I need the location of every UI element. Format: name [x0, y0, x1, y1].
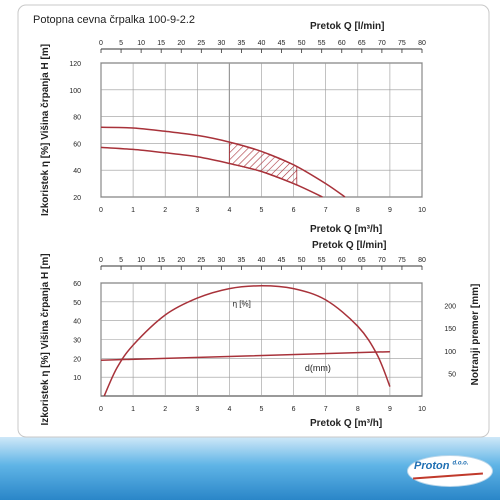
- x-tick-label-bottom: 9: [388, 406, 392, 413]
- x-tick-label-top: 5: [119, 257, 123, 264]
- bottom-axis-label: Pretok Q [m³/h]: [310, 418, 382, 429]
- y-tick-label: 30: [73, 338, 81, 345]
- x-tick-label-top: 0: [99, 257, 103, 264]
- x-tick-label-top: 45: [278, 40, 286, 47]
- x-tick-label-top: 25: [197, 40, 205, 47]
- top-axis-label: Pretok Q [l/min]: [312, 240, 386, 251]
- y-tick-label-right: 200: [444, 304, 456, 311]
- x-tick-label-top: 75: [398, 40, 406, 47]
- x-tick-label-top: 30: [217, 40, 225, 47]
- y-axis-label-right: Notranji premer [mm]: [470, 284, 481, 386]
- x-tick-label-top: 50: [298, 40, 306, 47]
- x-tick-label-bottom: 3: [195, 406, 199, 413]
- x-tick-label-top: 5: [119, 40, 123, 47]
- head-curve-1: [100, 126, 346, 198]
- x-tick-label-top: 40: [258, 40, 266, 47]
- x-tick-label-bottom: 6: [292, 406, 296, 413]
- x-tick-label-bottom: 9: [388, 207, 392, 214]
- x-tick-label-bottom: 5: [260, 207, 264, 214]
- y-tick-label: 40: [73, 319, 81, 326]
- x-tick-label-bottom: 3: [195, 207, 199, 214]
- x-tick-label-top: 60: [338, 257, 346, 264]
- x-tick-label-top: 25: [197, 257, 205, 264]
- x-tick-label-top: 80: [418, 40, 426, 47]
- y-tick-label: 40: [73, 168, 81, 175]
- x-tick-label-bottom: 0: [99, 406, 103, 413]
- series-label-efficiency: η [%]: [233, 300, 251, 309]
- y-axis-label: Izkoristek η [%] Višina črpanja H [m]: [40, 253, 51, 425]
- y-tick-label-right: 50: [448, 371, 456, 378]
- x-tick-label-bottom: 4: [227, 207, 231, 214]
- bottom-axis-label: Pretok Q [m³/h]: [310, 224, 382, 235]
- x-tick-label-top: 75: [398, 257, 406, 264]
- x-tick-label-bottom: 7: [324, 207, 328, 214]
- y-tick-label: 60: [73, 281, 81, 288]
- x-tick-label-top: 10: [137, 257, 145, 264]
- x-tick-label-top: 70: [378, 40, 386, 47]
- x-tick-label-bottom: 8: [356, 207, 360, 214]
- x-tick-label-top: 65: [358, 40, 366, 47]
- y-tick-label: 10: [73, 375, 81, 382]
- x-tick-label-top: 55: [318, 257, 326, 264]
- x-tick-label-top: 65: [358, 257, 366, 264]
- x-tick-label-bottom: 2: [163, 406, 167, 413]
- x-tick-label-bottom: 4: [227, 406, 231, 413]
- y-axis-label: Izkoristek η [%] Višina črpanja H [m]: [40, 44, 51, 216]
- x-tick-label-top: 50: [298, 257, 306, 264]
- sheet-frame: [17, 4, 490, 438]
- head-curve-2: [100, 146, 323, 198]
- x-tick-label-bottom: 10: [418, 406, 426, 413]
- y-tick-label: 60: [73, 141, 81, 148]
- y-tick-label: 80: [73, 115, 81, 122]
- x-tick-label-top: 70: [378, 257, 386, 264]
- proton-logo: [407, 455, 493, 487]
- y-tick-label: 20: [73, 356, 81, 363]
- x-tick-label-bottom: 6: [292, 207, 296, 214]
- x-tick-label-top: 15: [157, 257, 165, 264]
- x-tick-label-bottom: 10: [418, 207, 426, 214]
- x-tick-label-top: 0: [99, 40, 103, 47]
- efficiency-curve: [103, 285, 391, 397]
- y-tick-label: 50: [73, 300, 81, 307]
- x-tick-label-top: 55: [318, 40, 326, 47]
- x-tick-label-top: 10: [137, 40, 145, 47]
- x-tick-label-top: 30: [217, 257, 225, 264]
- x-tick-label-top: 40: [258, 257, 266, 264]
- x-tick-label-bottom: 0: [99, 207, 103, 214]
- top-axis-label: Pretok Q [l/min]: [310, 21, 384, 32]
- x-tick-label-bottom: 8: [356, 406, 360, 413]
- proton-logo-text: Proton d.o.o.: [414, 460, 469, 472]
- x-tick-label-top: 20: [177, 257, 185, 264]
- x-tick-label-bottom: 1: [131, 406, 135, 413]
- y-tick-label-right: 150: [444, 326, 456, 333]
- x-tick-label-bottom: 1: [131, 207, 135, 214]
- series-label-diameter: d(mm): [305, 363, 331, 373]
- x-tick-label-top: 35: [238, 40, 246, 47]
- x-tick-label-bottom: 5: [260, 406, 264, 413]
- x-tick-label-top: 35: [238, 257, 246, 264]
- x-tick-label-top: 20: [177, 40, 185, 47]
- sheet-title: Potopna cevna črpalka 100-9-2.2: [33, 14, 195, 26]
- y-tick-label: 20: [73, 195, 81, 202]
- x-tick-label-top: 15: [157, 40, 165, 47]
- x-tick-label-bottom: 7: [324, 406, 328, 413]
- y-tick-label: 120: [69, 61, 81, 68]
- y-tick-label-right: 100: [444, 349, 456, 356]
- diameter-line: [100, 350, 390, 361]
- x-tick-label-top: 60: [338, 40, 346, 47]
- x-tick-label-top: 80: [418, 257, 426, 264]
- x-tick-label-top: 45: [278, 257, 286, 264]
- y-tick-label: 100: [69, 88, 81, 95]
- x-tick-label-bottom: 2: [163, 207, 167, 214]
